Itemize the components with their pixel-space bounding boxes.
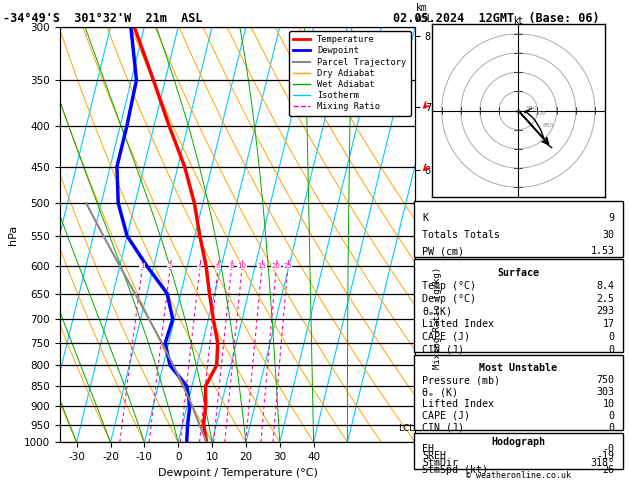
Text: 26: 26 bbox=[603, 465, 615, 475]
Text: SREH: SREH bbox=[422, 451, 446, 461]
Text: 9: 9 bbox=[608, 212, 615, 223]
Text: 2.5: 2.5 bbox=[596, 294, 615, 304]
Text: 850: 850 bbox=[542, 123, 554, 128]
Legend: Temperature, Dewpoint, Parcel Trajectory, Dry Adiabat, Wet Adiabat, Isotherm, Mi: Temperature, Dewpoint, Parcel Trajectory… bbox=[289, 31, 411, 116]
Text: 30: 30 bbox=[603, 229, 615, 240]
Text: 15: 15 bbox=[257, 263, 266, 269]
Text: CIN (J): CIN (J) bbox=[422, 345, 464, 355]
Text: Pressure (mb): Pressure (mb) bbox=[422, 375, 500, 385]
Text: 02.05.2024  12GMT  (Base: 06): 02.05.2024 12GMT (Base: 06) bbox=[393, 12, 599, 25]
Text: 4: 4 bbox=[198, 263, 202, 269]
Text: 1.53: 1.53 bbox=[591, 246, 615, 257]
Text: 10: 10 bbox=[237, 263, 247, 269]
Text: θₑ(K): θₑ(K) bbox=[422, 306, 452, 316]
Text: -0: -0 bbox=[603, 444, 615, 454]
Text: 17: 17 bbox=[603, 319, 615, 329]
Text: StmSpd (kt): StmSpd (kt) bbox=[422, 465, 488, 475]
Text: 750: 750 bbox=[596, 375, 615, 385]
Text: EH: EH bbox=[422, 444, 434, 454]
Text: K: K bbox=[422, 212, 428, 223]
Text: θₑ (K): θₑ (K) bbox=[422, 387, 459, 397]
X-axis label: kt: kt bbox=[513, 17, 523, 26]
Text: Most Unstable: Most Unstable bbox=[479, 363, 557, 373]
X-axis label: Dewpoint / Temperature (°C): Dewpoint / Temperature (°C) bbox=[157, 468, 318, 478]
Text: 8: 8 bbox=[229, 263, 233, 269]
Text: km
ASL: km ASL bbox=[416, 3, 433, 24]
Text: 700: 700 bbox=[534, 111, 546, 116]
Text: Totals Totals: Totals Totals bbox=[422, 229, 500, 240]
Text: -34°49'S  301°32'W  21m  ASL: -34°49'S 301°32'W 21m ASL bbox=[3, 12, 203, 25]
Text: CAPE (J): CAPE (J) bbox=[422, 332, 470, 342]
Text: 293: 293 bbox=[596, 306, 615, 316]
Text: Surface: Surface bbox=[498, 268, 539, 278]
Text: 500: 500 bbox=[526, 105, 538, 111]
Y-axis label: hPa: hPa bbox=[8, 225, 18, 244]
Text: Lifted Index: Lifted Index bbox=[422, 319, 494, 329]
Text: © weatheronline.co.uk: © weatheronline.co.uk bbox=[466, 471, 571, 480]
Text: LCL: LCL bbox=[398, 424, 414, 433]
Text: 1: 1 bbox=[140, 263, 144, 269]
Text: CIN (J): CIN (J) bbox=[422, 423, 464, 433]
Text: 6: 6 bbox=[216, 263, 220, 269]
Text: 318°: 318° bbox=[591, 458, 615, 468]
Text: 25: 25 bbox=[283, 263, 292, 269]
Text: 0: 0 bbox=[608, 423, 615, 433]
Text: Lifted Index: Lifted Index bbox=[422, 399, 494, 409]
Text: 303: 303 bbox=[596, 387, 615, 397]
Text: Temp (°C): Temp (°C) bbox=[422, 281, 476, 291]
Text: 0: 0 bbox=[608, 345, 615, 355]
Text: Dewp (°C): Dewp (°C) bbox=[422, 294, 476, 304]
Text: Mixing Ratio (g/kg): Mixing Ratio (g/kg) bbox=[433, 266, 442, 369]
Text: Hodograph: Hodograph bbox=[491, 437, 545, 447]
Text: 0: 0 bbox=[608, 332, 615, 342]
Text: 0: 0 bbox=[608, 411, 615, 421]
Text: 10: 10 bbox=[603, 399, 615, 409]
Text: StmDir: StmDir bbox=[422, 458, 459, 468]
Text: 8.4: 8.4 bbox=[596, 281, 615, 291]
Text: 20: 20 bbox=[272, 263, 281, 269]
Text: -19: -19 bbox=[596, 451, 615, 461]
Text: PW (cm): PW (cm) bbox=[422, 246, 464, 257]
Text: 2: 2 bbox=[168, 263, 172, 269]
Text: CAPE (J): CAPE (J) bbox=[422, 411, 470, 421]
